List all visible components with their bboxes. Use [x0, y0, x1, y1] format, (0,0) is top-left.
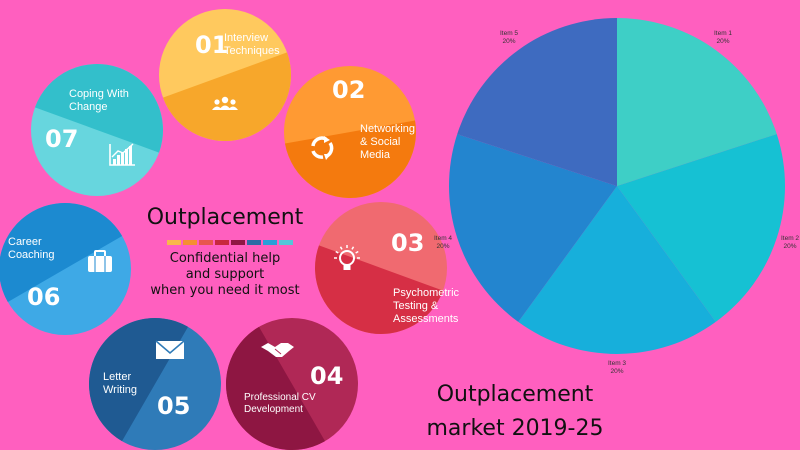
subtitle-line: and support [185, 267, 265, 282]
step-label: Letter [103, 371, 131, 383]
pie-slice [617, 18, 777, 186]
pie-slice-value-label: 20% [502, 38, 515, 45]
people-icon [212, 96, 238, 110]
step-label: Coaching [8, 249, 54, 261]
color-bar [167, 240, 293, 245]
pie-slice-value-label: 20% [783, 243, 796, 250]
pie-slice [518, 186, 716, 355]
pie-slice-label: Item 5 [500, 30, 518, 37]
step-label: Coping With [69, 88, 129, 100]
step-number: 02 [332, 76, 365, 104]
infographic-subtitle: Confidential help and support when you n… [125, 251, 325, 299]
subtitle-line: Confidential help [169, 251, 281, 266]
color-bar-segment [247, 240, 261, 245]
step-label: Writing [103, 384, 137, 396]
step-label: Change [69, 101, 108, 113]
handshake-icon [261, 343, 294, 357]
step-label: Networking [360, 123, 415, 135]
subtitle-line: when you need it most [150, 283, 300, 298]
color-bar-segment [199, 240, 213, 245]
step-label: Development [244, 404, 303, 415]
color-bar-segment [215, 240, 229, 245]
cycle-arrows-icon [311, 136, 334, 160]
pie-chart: Item 120%Item 220%Item 320%Item 420%Item… [434, 18, 799, 375]
market-title: Outplacement market 2019-25 [395, 378, 635, 446]
color-bar-segment [231, 240, 245, 245]
pie-slice-value-label: 20% [436, 243, 449, 250]
market-title-line: market 2019-25 [426, 416, 604, 441]
step-label: Media [360, 149, 391, 161]
color-bar-segment [279, 240, 293, 245]
step-label: Techniques [224, 45, 280, 57]
step-number: 06 [27, 283, 60, 311]
step-number: 05 [157, 392, 190, 420]
bar-chart-icon [109, 143, 135, 166]
pie-slice-label: Item 2 [781, 235, 799, 242]
step-number: 04 [310, 362, 343, 390]
pie-slice-value-label: 20% [716, 38, 729, 45]
step-circle-shade [162, 52, 291, 141]
pie-slice-label: Item 3 [608, 360, 626, 367]
pie-slice-value-label: 20% [610, 368, 623, 375]
color-bar-segment [167, 240, 181, 245]
step-circle-shade [226, 326, 325, 450]
step-circle-shade [34, 64, 164, 153]
pie-slice [617, 134, 785, 322]
step-label: Professional CV [244, 392, 316, 403]
pie-slice [457, 18, 617, 186]
pie-slice-label: Item 4 [434, 235, 452, 242]
step-circle-shade [0, 203, 123, 302]
step-number: 07 [45, 125, 78, 153]
step-label: Career [8, 236, 42, 248]
step-label: Testing & [393, 300, 439, 312]
briefcase-icon [88, 250, 112, 272]
step-label: & Social [360, 136, 400, 148]
step-number: 01 [195, 31, 228, 59]
pie-slice [449, 134, 617, 322]
infographic-title: Outplacement [146, 205, 304, 230]
lightbulb-icon [334, 245, 360, 270]
color-bar-segment [183, 240, 197, 245]
market-title-line: Outplacement [436, 382, 594, 407]
color-bar-segment [263, 240, 277, 245]
step-label: Interview [224, 32, 268, 44]
step-number: 03 [391, 229, 424, 257]
envelope-icon [155, 340, 185, 359]
step-label: Assessments [393, 313, 459, 325]
pie-slice-label: Item 1 [714, 30, 732, 37]
step-label: Psychometric [393, 287, 460, 299]
